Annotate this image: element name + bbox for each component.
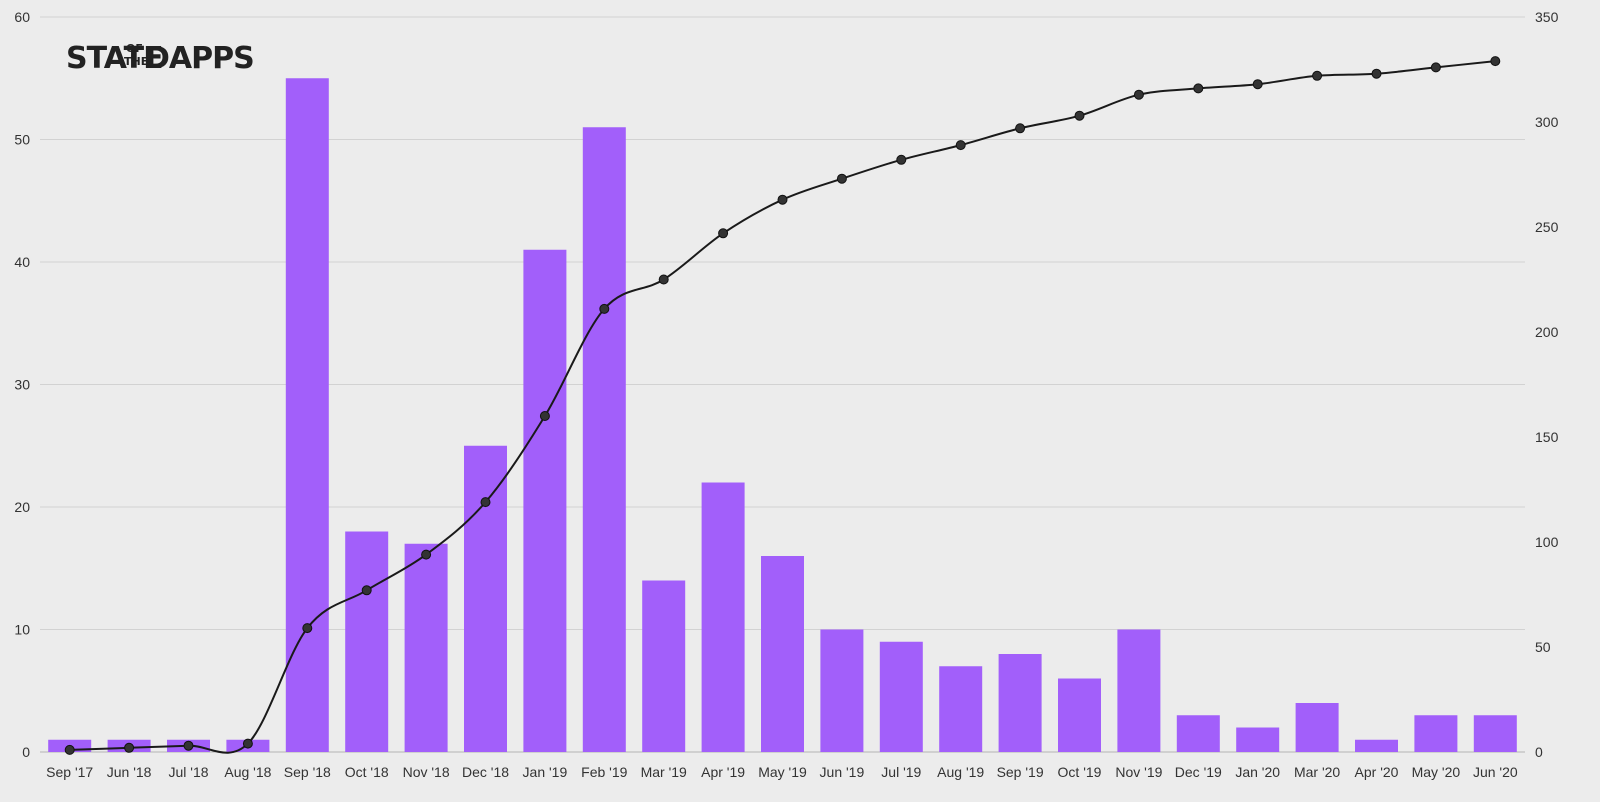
x-axis-tick-label: Dec '18 [462,764,509,780]
line-point[interactable] [955,140,966,151]
bar[interactable] [1295,703,1339,752]
bar[interactable] [642,580,686,753]
bar[interactable] [582,127,626,752]
line-point[interactable] [183,740,194,751]
logo: STATE OF THE DAPPS [66,41,255,76]
line-point[interactable] [599,303,610,314]
x-axis-tick-label: Mar '19 [641,764,687,780]
right-axis-tick-label: 0 [1535,744,1543,760]
line-point[interactable] [718,228,729,239]
line-point[interactable] [1371,68,1382,79]
line-point[interactable] [1430,62,1441,73]
x-axis-tick-label: Jul '19 [881,764,921,780]
x-axis-tick-label: Jun '20 [1473,764,1518,780]
line-point[interactable] [1490,56,1501,67]
logo-the: THE [124,55,148,68]
bar[interactable] [1236,727,1280,753]
x-axis-tick-label: Sep '17 [46,764,93,780]
logo-state: STATE [66,41,163,76]
x-axis-tick-label: Nov '19 [1115,764,1162,780]
line-point[interactable] [836,173,847,184]
x-axis-tick-label: Mar '20 [1294,764,1340,780]
x-axis-tick-label: Jan '20 [1235,764,1280,780]
x-axis-tick-label: Sep '18 [284,764,331,780]
bar[interactable] [1117,629,1161,753]
bar[interactable] [464,445,507,752]
x-axis-tick-label: Apr '19 [701,764,745,780]
line-point[interactable] [1312,70,1323,81]
x-axis-tick-label: Sep '19 [997,764,1044,780]
x-axis-tick-label: Aug '18 [224,764,271,780]
right-axis-tick-label: 200 [1535,324,1559,340]
x-axis-tick-label: Jun '19 [820,764,865,780]
right-axis-tick-label: 100 [1535,534,1559,550]
bars [48,78,1517,752]
line-point[interactable] [1015,123,1026,134]
bar[interactable] [1414,715,1458,752]
x-axis-tick-label: Oct '19 [1058,764,1102,780]
line-point[interactable] [777,194,788,205]
bar[interactable] [523,249,567,752]
logo-of: OF [126,42,143,55]
bar[interactable] [1473,715,1517,752]
line-point[interactable] [421,549,432,560]
right-axis-tick-label: 300 [1535,114,1559,130]
x-axis-tick-label: Aug '19 [937,764,984,780]
bar[interactable] [1176,715,1220,752]
right-axis-tick-label: 50 [1535,639,1551,655]
left-axis-tick-label: 50 [14,132,30,148]
line-point[interactable] [1193,83,1204,94]
line-point[interactable] [896,154,907,165]
left-axis-tick-label: 40 [14,254,30,270]
line-point[interactable] [539,411,550,421]
line-point[interactable] [124,742,135,753]
right-axis-tick-label: 150 [1535,429,1559,445]
x-axis-tick-label: Apr '20 [1355,764,1399,780]
x-axis-tick-label: Nov '18 [403,764,450,780]
line-point[interactable] [1074,110,1085,121]
line-markers [64,56,1501,755]
right-axis-tick-label: 250 [1535,219,1559,235]
left-axis-tick-label: 0 [22,744,30,760]
left-axis-tick-label: 20 [14,499,30,515]
left-axis-tick-label: 10 [14,622,30,638]
bar[interactable] [1058,678,1101,753]
left-axis-ticks: 0 10 20 30 40 50 60 [14,9,30,760]
x-axis-tick-label: Jul '18 [168,764,208,780]
cumulative-line [69,60,1496,754]
line-point[interactable] [480,497,491,508]
left-axis-tick-label: 60 [14,9,30,25]
x-axis-tick-label: Oct '18 [345,764,389,780]
x-axis-tick-label: Dec '19 [1175,764,1222,780]
bar[interactable] [879,641,923,752]
left-axis-tick-label: 30 [14,377,30,393]
x-axis-labels: Sep '17 Jun '18 Jul '18 Aug '18 Sep '18 Oct '… [46,764,1518,780]
line-point[interactable] [361,585,372,596]
line-point[interactable] [64,744,75,755]
bar[interactable] [761,556,804,752]
bar[interactable] [285,78,329,752]
line-point[interactable] [1252,79,1263,90]
cumulative-line-path [69,60,1496,754]
bar[interactable] [820,629,864,753]
x-axis-tick-label: Feb '19 [581,764,627,780]
bar[interactable] [701,482,745,753]
bar[interactable] [345,531,389,753]
line-point[interactable] [658,274,669,285]
logo-dapps: DAPPS [145,41,254,76]
bar[interactable] [1355,739,1398,752]
right-axis-ticks: 0 50 100 150 200 250 300 350 [1535,9,1559,760]
x-axis-tick-label: May '19 [758,764,807,780]
line-point[interactable] [242,738,253,749]
bar[interactable] [404,543,448,752]
x-axis-tick-label: Jan '19 [523,764,568,780]
line-point[interactable] [302,623,313,634]
bar[interactable] [939,666,983,752]
x-axis-tick-label: Jun '18 [107,764,152,780]
line-point[interactable] [1133,89,1144,100]
bar[interactable] [998,654,1042,752]
right-axis-tick-label: 350 [1535,9,1559,25]
x-axis-tick-label: May '20 [1412,764,1461,780]
